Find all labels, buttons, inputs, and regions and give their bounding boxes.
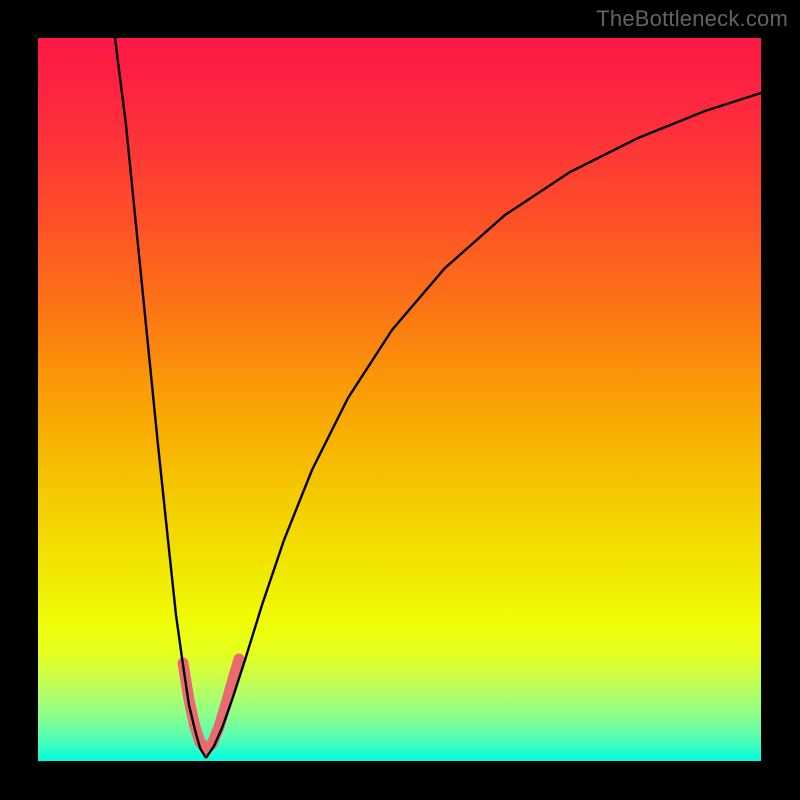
watermark-text: TheBottleneck.com: [596, 6, 788, 32]
chart-container: TheBottleneck.com: [0, 0, 800, 800]
gradient-background: [38, 38, 761, 761]
